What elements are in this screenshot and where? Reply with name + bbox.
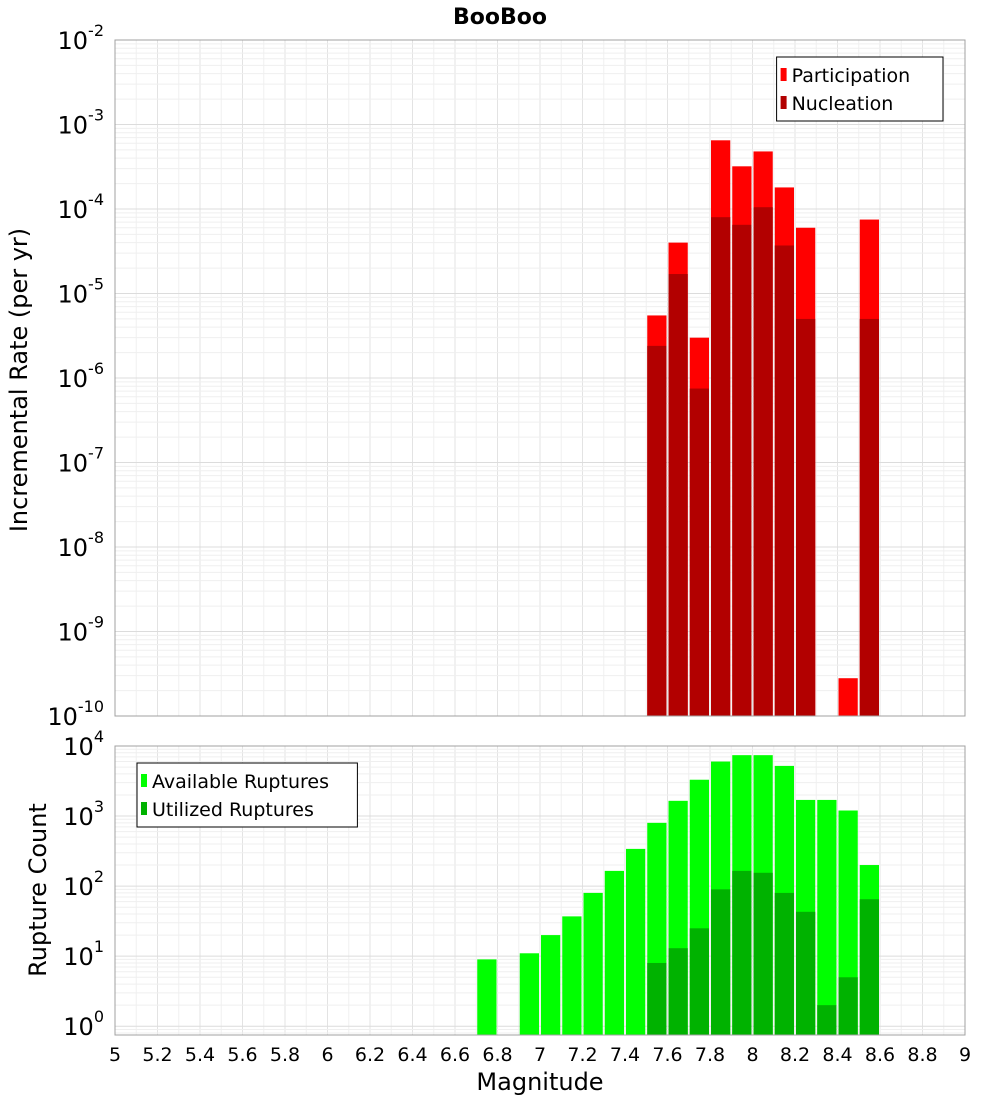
rate-bar [732,224,752,716]
x-tick-label: 8.6 [865,1044,895,1066]
count-y-tick-label: 103 [63,797,104,831]
count-bar [626,848,646,1035]
x-tick-label: 7.2 [567,1044,597,1066]
rate-legend-swatch [780,96,787,109]
rate-y-tick-label: 10-5 [58,275,105,309]
x-tick-label: 5 [109,1044,121,1066]
rate-series-1 [647,207,879,717]
count-y-tick-label: 100 [63,1007,104,1041]
count-bar [541,935,561,1035]
x-tick-label: 7 [534,1044,546,1066]
rate-grid [114,39,966,717]
count-bar [647,962,667,1035]
rate-bar [711,217,731,716]
count-bar [753,872,773,1035]
count-y-tick-label: 102 [63,867,104,901]
chart-title: BooBoo [453,5,547,30]
count-axis-title: Rupture Count [24,803,52,977]
count-bar [583,892,603,1035]
count-legend-box [136,762,358,828]
count-legend-swatch [141,774,147,787]
x-tick-label: 5.4 [185,1044,215,1066]
x-tick-label: 9 [959,1044,971,1066]
x-tick-label: 6 [321,1044,333,1066]
count-bar [796,911,816,1035]
count-bar [711,889,731,1035]
count-bar [732,870,752,1035]
x-tick-label: 8.8 [907,1044,937,1066]
x-tick-label: 5.8 [270,1044,300,1066]
count-legend-label: Utilized Ruptures [152,799,314,821]
magnitude-axis-title: Magnitude [476,1068,603,1096]
count-bar [477,959,497,1035]
count-bar [838,977,858,1035]
x-tick-label: 6.2 [355,1044,385,1066]
rate-legend-box [776,56,944,122]
x-tick-label: 6.8 [482,1044,512,1066]
rate-bar [774,245,794,717]
rate-bar [753,207,773,716]
count-bar [604,870,624,1035]
x-tick-label: 7.8 [695,1044,725,1066]
x-tick-label: 7.6 [652,1044,682,1066]
count-bar [817,1005,837,1035]
rate-bar [859,318,879,716]
x-tick-label: 8.2 [780,1044,810,1066]
rate-legend: Participation Nucleation [776,56,944,122]
count-plot-frame [114,745,966,1036]
rate-bar [838,678,858,716]
count-y-tick-label: 104 [63,727,104,761]
rate-plot: 10-2 10-3 10-4 10-5 10-6 10-7 10-8 10-9 10-10 Par… [47,21,966,731]
count-legend-swatch [141,802,147,815]
rate-y-tick-label: 10-2 [58,21,105,55]
count-bar [562,916,582,1035]
count-bar [668,948,688,1035]
rate-bar [647,345,667,716]
rate-y-tick-label: 10-3 [58,106,105,140]
rate-y-tick-label: 10-9 [58,613,105,647]
count-bar [859,899,879,1035]
rate-y-tick-label: 10-10 [47,697,104,731]
count-bar [817,799,837,1035]
rate-legend-label: Nucleation [792,93,894,115]
count-y-tick-label: 101 [63,937,104,971]
rate-legend-swatch [780,68,787,81]
rate-y-tick-label: 10-8 [58,528,105,562]
x-tick-label: 8 [746,1044,758,1066]
x-tick-label: 8.4 [822,1044,852,1066]
count-bar [774,892,794,1035]
x-tick-label: 5.6 [227,1044,257,1066]
count-series-1 [647,870,879,1035]
rate-axis-title: Incremental Rate (per yr) [5,228,33,532]
x-tick-label: 6.4 [397,1044,427,1066]
rate-bar [689,388,709,716]
x-tick-label: 7.4 [610,1044,640,1066]
rupture-count-plot: 104 103 102 101 100 Available Ruptures Utilize… [63,727,971,1066]
x-tick-label: 6.6 [440,1044,470,1066]
rate-legend-label: Participation [792,65,911,87]
rate-bar [668,274,688,716]
count-legend: Available Ruptures Utilized Ruptures [136,762,358,828]
rate-bar [796,318,816,716]
count-legend-label: Available Ruptures [152,771,329,793]
rate-y-tick-label: 10-7 [58,444,105,478]
rate-plot-frame [114,39,966,717]
rate-y-tick-label: 10-6 [58,359,105,393]
rate-y-tick-label: 10-4 [58,190,105,224]
count-bar [519,953,539,1035]
count-bar [689,928,709,1035]
x-tick-label: 5.2 [142,1044,172,1066]
